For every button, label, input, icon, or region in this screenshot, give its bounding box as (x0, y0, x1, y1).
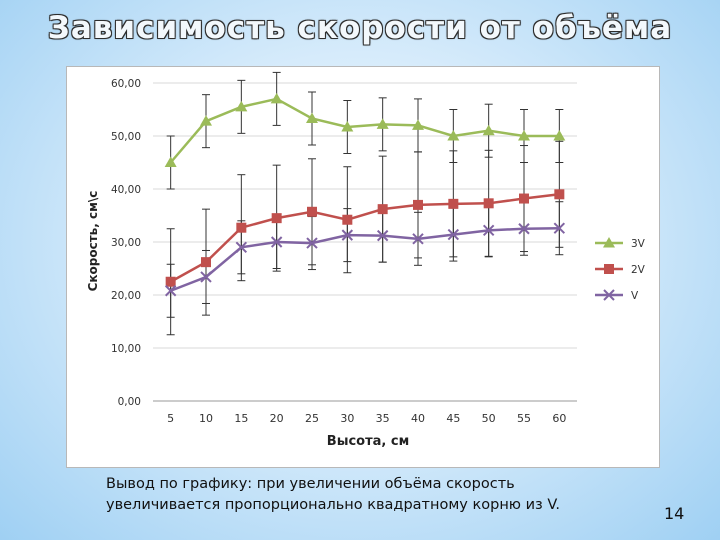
data-point-2v (342, 214, 353, 225)
data-point-2v (271, 213, 282, 224)
y-tick-label: 60,00 (111, 78, 141, 90)
x-tick-label: 60 (552, 412, 566, 425)
y-tick-label: 20,00 (111, 290, 141, 302)
marker-stroke (412, 233, 424, 245)
x-tick-label: 25 (305, 412, 319, 425)
legend-item-2v: 2V (595, 264, 646, 276)
conclusion-text: Вывод по графику: при увеличении объёма … (106, 474, 646, 516)
data-point-v (341, 229, 354, 241)
data-point-3v (482, 124, 495, 136)
y-axis-label: Скорость, см\с (86, 191, 100, 292)
data-point-v (164, 285, 177, 297)
x-tick-label: 45 (446, 412, 460, 425)
marker-stroke (603, 289, 615, 301)
data-point-3v (341, 120, 354, 132)
marker-stroke (447, 228, 460, 241)
marker-stroke (482, 224, 495, 237)
legend-label: 3V (631, 238, 646, 250)
line-chart: 0,00 10,00 20,00 30,00 40,00 50,00 60,00 5 10 15… (86, 71, 646, 449)
x-tick-label: 20 (270, 412, 284, 425)
x-axis-label: Высота, см (327, 434, 409, 449)
conclusion-line-1: Вывод по графику: при увеличении объёма … (106, 476, 515, 492)
data-point-3v (235, 100, 248, 112)
gridlines (153, 82, 577, 402)
data-point-v (553, 222, 566, 234)
marker-stroke (235, 241, 248, 254)
data-point-2v (307, 206, 317, 217)
x-tick-label: 15 (234, 412, 248, 425)
x-tick-label: 50 (482, 412, 496, 425)
x-axis-ticks: 5 10 15 20 25 30 35 40 45 50 55 60 (167, 412, 566, 425)
marker-stroke (553, 222, 566, 234)
x-tick-label: 10 (199, 412, 213, 425)
data-point-v (270, 236, 283, 248)
chart-area: 0,00 10,00 20,00 30,00 40,00 50,00 60,00 5 10 15… (66, 66, 660, 468)
data-point-2v (448, 198, 459, 209)
x-tick-label: 30 (340, 412, 354, 425)
marker-stroke (270, 236, 283, 248)
series-line-3v (169, 97, 560, 164)
series-line-2v (170, 193, 560, 283)
legend-item-3v: 3V (595, 237, 646, 250)
y-tick-label: 10,00 (111, 343, 141, 355)
legend-marker (604, 264, 614, 274)
data-point-v (518, 223, 530, 235)
marker-stroke (306, 237, 318, 249)
x-tick-label: 40 (411, 412, 425, 425)
data-point-3v (306, 112, 318, 124)
y-tick-label: 0,00 (118, 396, 141, 408)
marker-stroke (200, 271, 212, 283)
data-point-3v (553, 130, 566, 141)
marker-stroke (376, 229, 389, 242)
data-point-v (412, 233, 424, 245)
x-tick-label: 35 (376, 412, 390, 425)
data-point-v (235, 241, 248, 254)
legend-marker (603, 237, 615, 248)
data-point-2v (554, 189, 565, 200)
page-number: 14 (664, 504, 685, 523)
marker-stroke (164, 285, 177, 297)
data-point-3v (376, 118, 389, 129)
data-point-v (200, 271, 212, 283)
marker-stroke (518, 223, 530, 235)
data-point-3v (270, 92, 283, 104)
y-axis-ticks: 0,00 10,00 20,00 30,00 40,00 50,00 60,00 (111, 78, 141, 408)
x-tick-label: 5 (167, 412, 174, 425)
legend-item-v: V (595, 289, 639, 302)
y-tick-label: 50,00 (111, 131, 141, 143)
legend: 3V 2V V (595, 237, 646, 302)
legend-label: V (631, 290, 639, 302)
data-point-2v (236, 222, 247, 233)
series-line-v (170, 226, 560, 292)
data-point-3v (518, 130, 530, 141)
data-point-v (376, 229, 389, 242)
slide-title: Зависимость скорости от объёма (47, 10, 673, 46)
data-point-2v (377, 204, 388, 215)
data-point-3v (447, 130, 460, 141)
data-point-v (447, 228, 460, 241)
marker-stroke (341, 229, 354, 241)
data-point-3v (412, 119, 424, 130)
series-lines (164, 92, 566, 297)
data-point-2v (519, 193, 529, 204)
data-point-v (306, 237, 318, 249)
data-point-2v (413, 199, 423, 210)
data-point-v (482, 224, 495, 237)
legend-label: 2V (631, 264, 646, 276)
data-point-2v (201, 257, 211, 268)
y-tick-label: 30,00 (111, 237, 141, 249)
legend-marker (603, 289, 615, 301)
data-point-2v (483, 198, 494, 209)
conclusion-line-2: увеличивается пропорционально квадратном… (106, 497, 561, 513)
y-tick-label: 40,00 (111, 184, 141, 196)
data-point-2v (165, 276, 176, 287)
data-point-3v (200, 115, 212, 126)
x-tick-label: 55 (517, 412, 531, 425)
data-point-3v (164, 156, 177, 167)
